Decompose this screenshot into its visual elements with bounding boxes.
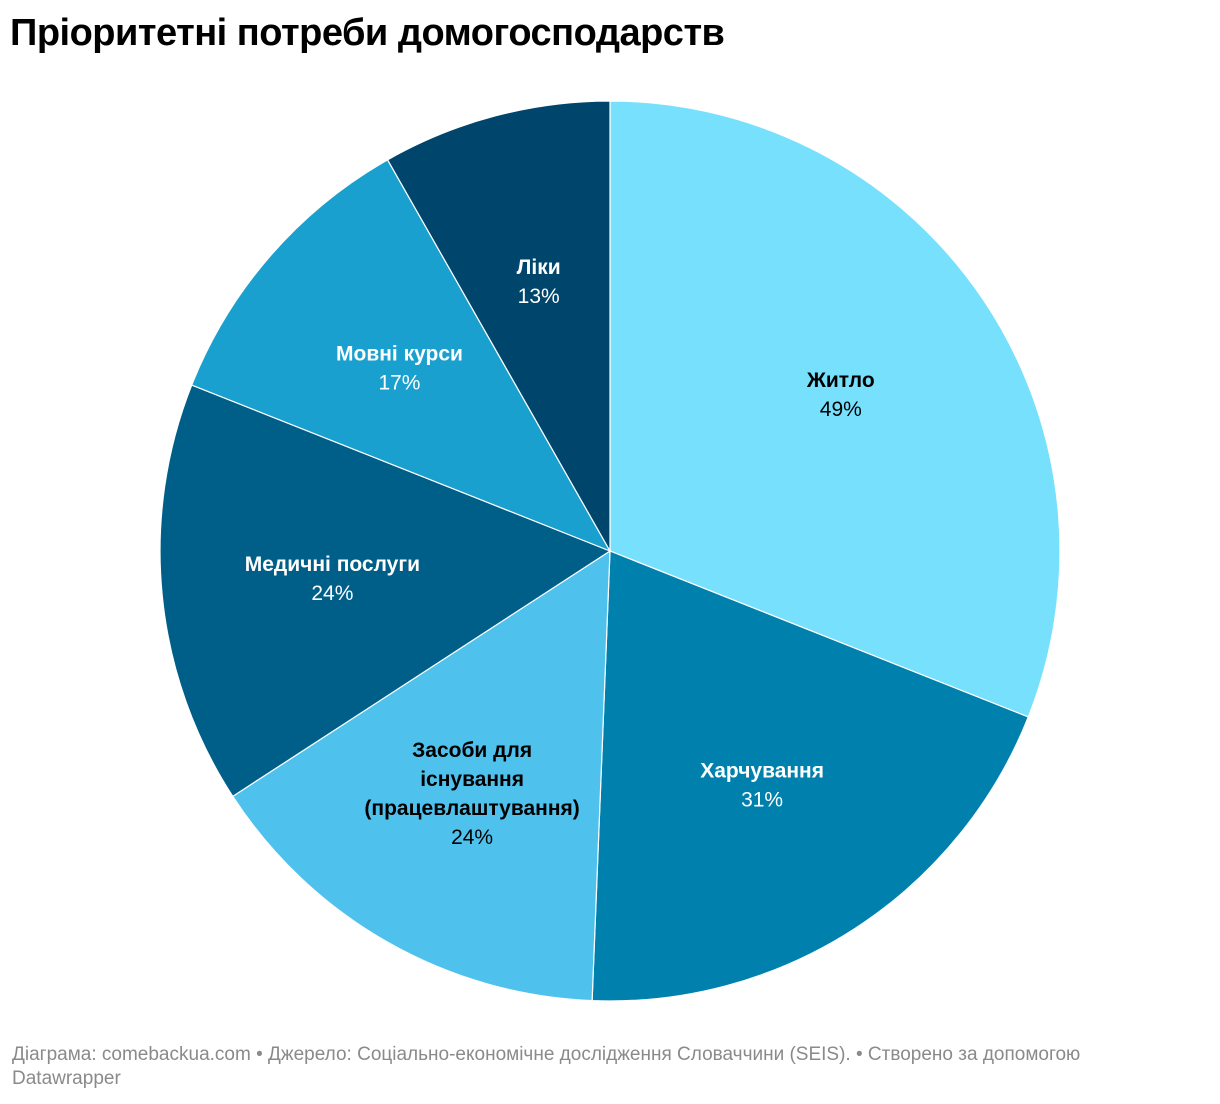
footer-separator-2: •: [855, 1044, 863, 1065]
pie-label-name: Харчування: [700, 759, 824, 782]
pie-label-name: Ліки: [517, 256, 561, 279]
pie-label-value: 31%: [741, 788, 783, 811]
pie-slice-1[interactable]: [609, 100, 1061, 718]
chart-footer: Діаграма: comebackua.com • Джерело: Соці…: [12, 1043, 1162, 1091]
footer-credit: Діаграма: comebackua.com: [12, 1044, 251, 1065]
pie-label-2: Харчування 31%: [700, 759, 824, 811]
pie-slice-6[interactable]: [386, 100, 611, 554]
chart-title: Пріоритетні потреби домогосподарств: [10, 12, 725, 54]
pie-label-3: Засоби для існування (працевлаштування) 24%: [364, 739, 579, 849]
pie-label-name: Житло: [806, 369, 875, 392]
pie-label-6: Ліки 13%: [517, 256, 561, 308]
pie-label-name: існування: [420, 768, 524, 791]
pie-label-1: Житло 49%: [806, 369, 875, 421]
pie-slice-5[interactable]: [190, 158, 612, 553]
pie-label-name: Мовні курси: [336, 342, 463, 365]
pie-label-value: 24%: [311, 582, 353, 605]
pie-label-value: 49%: [820, 398, 862, 421]
pie-label-5: Мовні курси 17%: [336, 342, 463, 394]
pie-label-name: Медичні послуги: [245, 553, 420, 576]
pie-label-name: Засоби для: [412, 739, 532, 762]
pie-slice-2[interactable]: [591, 550, 1030, 1002]
pie-label-value: 17%: [378, 371, 420, 394]
footer-created: Створено за допомогою Datawrapper: [12, 1044, 1081, 1089]
pie-slice-4[interactable]: [159, 384, 612, 798]
pie-label-4: Медичні послуги 24%: [245, 553, 420, 605]
footer-source: Джерело: Соціально-економічне дослідженн…: [268, 1044, 851, 1065]
pie-slice-3[interactable]: [231, 549, 611, 1002]
footer-separator: •: [256, 1044, 263, 1065]
pie-label-name: (працевлаштування): [364, 797, 579, 820]
pie-chart: Житло 49% Харчування 31% Засоби для існування…: [159, 100, 1061, 1002]
pie-label-value: 13%: [518, 285, 560, 308]
pie-label-value: 24%: [451, 826, 493, 849]
